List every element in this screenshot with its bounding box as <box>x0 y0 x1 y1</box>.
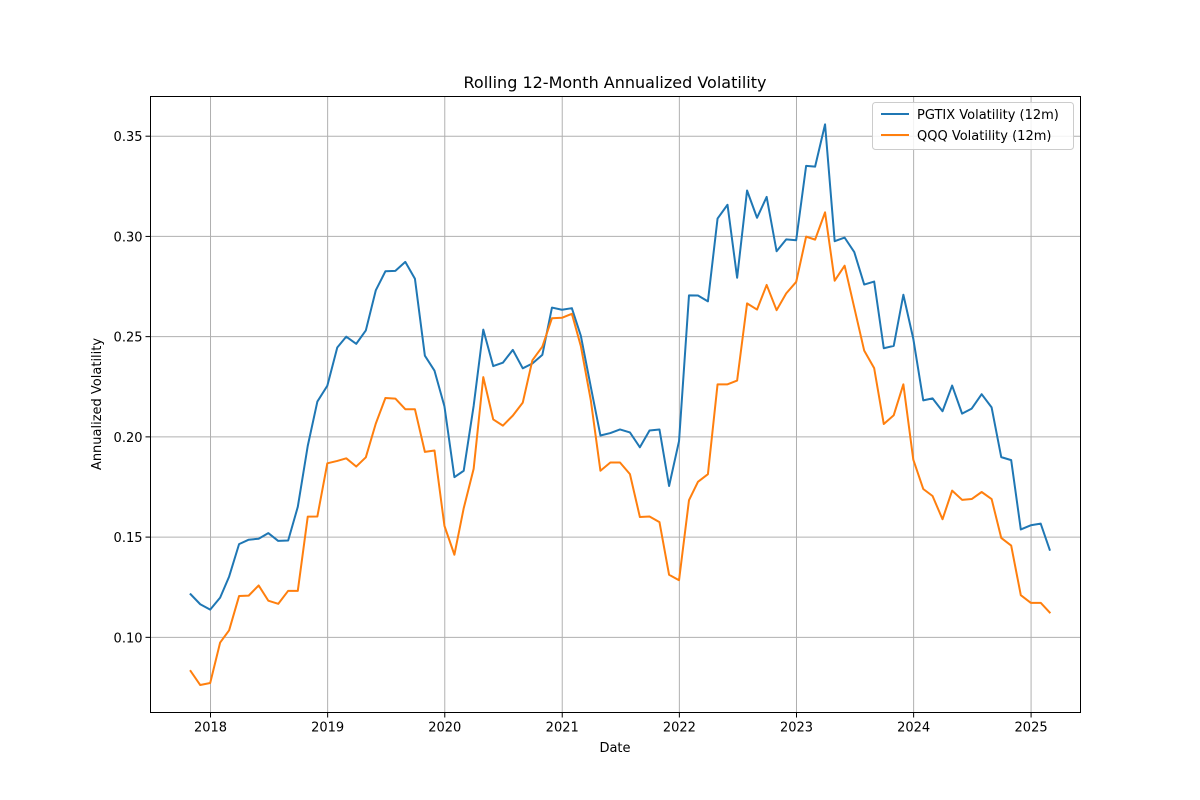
x-tick-label: 2020 <box>428 721 461 736</box>
legend-box <box>872 102 1074 150</box>
y-tick-label: 0.15 <box>114 531 143 546</box>
y-axis-label: Annualized Volatility <box>90 338 105 470</box>
chart-title: Rolling 12-Month Annualized Volatility <box>464 73 767 92</box>
x-tick-label: 2021 <box>546 721 579 736</box>
y-tick-label: 0.20 <box>114 431 143 446</box>
series-lines <box>189 123 1052 687</box>
qqq-volatility-line <box>189 211 1052 687</box>
legend-label-pgtix: PGTIX Volatility (12m) <box>917 108 1059 123</box>
x-tick-label: 2022 <box>663 721 696 736</box>
y-tick-label: 0.35 <box>114 130 143 145</box>
pgtix-volatility-line <box>189 123 1051 611</box>
plot-frame <box>150 96 1081 713</box>
y-tick-label: 0.25 <box>114 331 143 346</box>
x-tick-label: 2019 <box>311 721 344 736</box>
legend-label-qqq: QQQ Volatility (12m) <box>917 129 1051 144</box>
axis-ticks: 2018 2019 2020 2021 2022 2023 2024 2025 0.10 0.15… <box>114 130 1048 735</box>
x-tick-label: 2023 <box>780 721 813 736</box>
y-tick-label: 0.30 <box>114 230 143 245</box>
x-tick-label: 2024 <box>897 721 930 736</box>
x-tick-label: 2025 <box>1015 721 1048 736</box>
y-tick-label: 0.10 <box>114 631 143 646</box>
x-axis-label: Date <box>599 741 630 756</box>
legend: PGTIX Volatility (12m) QQQ Volatility (1… <box>872 102 1074 150</box>
x-tick-label: 2018 <box>194 721 227 736</box>
